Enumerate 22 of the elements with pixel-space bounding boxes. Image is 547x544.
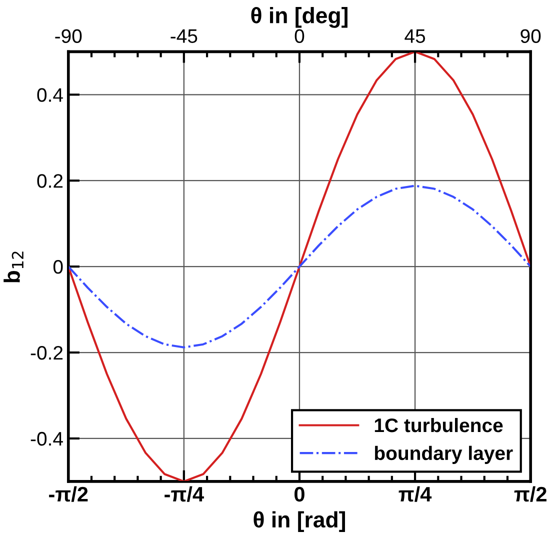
- x2-axis-title: θ in [deg]: [251, 7, 348, 28]
- legend-label: boundary layer: [374, 446, 513, 464]
- x-tick-label: 0: [294, 486, 304, 502]
- x2-tick-label: -45: [170, 29, 198, 43]
- x2-tick-label: 0: [294, 29, 304, 43]
- legend-label: 1C turbulence: [374, 418, 503, 432]
- y-tick-label: 0: [53, 260, 63, 274]
- x2-tick-label: -90: [55, 29, 82, 43]
- x2-tick-label: 45: [404, 29, 426, 43]
- x-axis-title: θ in [rad]: [254, 511, 345, 532]
- x-tick-label: -π/2: [49, 486, 88, 502]
- y-tick-label: 0.4: [37, 88, 63, 102]
- y-tick-label: 0.2: [37, 174, 63, 188]
- x-tick-label: π/4: [398, 486, 432, 502]
- x-tick-label: -π/4: [164, 486, 204, 502]
- line-series: [68, 52, 531, 482]
- y-tick-label: -0.4: [30, 432, 63, 446]
- line-series: [68, 184, 531, 348]
- y-axis-title: b$_{12}$: [4, 252, 24, 282]
- x2-tick-label: 90: [520, 29, 541, 43]
- x-tick-label: π/2: [514, 486, 546, 502]
- y-tick-label: -0.2: [30, 346, 63, 360]
